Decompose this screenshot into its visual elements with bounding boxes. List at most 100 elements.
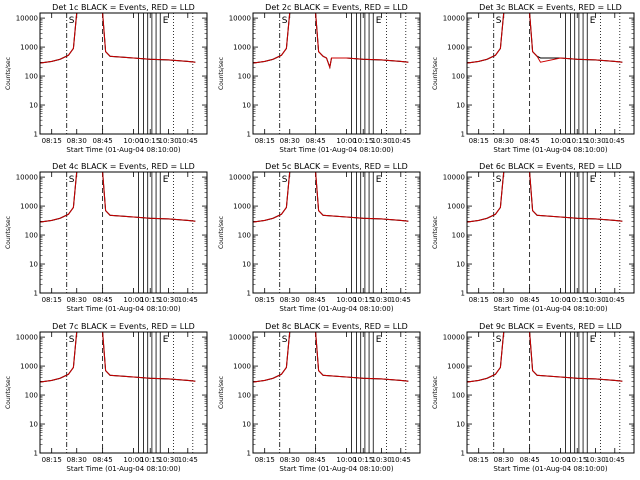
panel-title: Det 1c BLACK = Events, RED = LLD (52, 3, 195, 12)
y-tick-label: 10000 (16, 15, 38, 23)
plot-frame (39, 12, 208, 135)
y-tick-label: 10 (242, 421, 251, 429)
x-tick-label: 08:15 (255, 137, 275, 145)
x-tick-label: 10:00 (336, 137, 356, 145)
x-tick-label: 08:45 (306, 456, 326, 464)
y-tick-label: 10 (456, 261, 465, 269)
start-marker-label: S (496, 335, 502, 345)
events-line (466, 171, 623, 223)
y-axis-label: Counts/sec (432, 216, 439, 249)
y-tick-label: 1 (34, 131, 38, 139)
panel-title: Det 6c BLACK = Events, RED = LLD (479, 162, 622, 171)
x-tick-label: 10:15 (353, 296, 373, 304)
start-marker-label: S (282, 175, 288, 185)
start-marker-label: S (69, 175, 75, 185)
detector-panel-9: Det 9c BLACK = Events, RED = LLD Counts/s… (432, 322, 635, 473)
y-tick-label: 1 (247, 290, 251, 298)
x-tick-label: 10:00 (336, 296, 356, 304)
events-line (39, 12, 196, 64)
y-tick-label: 10000 (229, 334, 251, 342)
detector-panel-1: Det 1c BLACK = Events, RED = LLD Counts/s… (5, 3, 208, 154)
x-axis-label: Start Time (01-Aug-04 08:10:00) (493, 305, 607, 313)
panel-title: Det 8c BLACK = Events, RED = LLD (265, 322, 408, 331)
y-tick-label: 10 (456, 102, 465, 110)
end-marker-label: E (163, 335, 169, 345)
y-axis-label: Counts/sec (432, 376, 439, 409)
end-marker-label: E (376, 335, 382, 345)
x-tick-label: 10:00 (123, 137, 143, 145)
y-tick-label: 1000 (447, 203, 465, 211)
x-tick-label: 10:30 (158, 296, 178, 304)
x-tick-label: 10:45 (178, 137, 198, 145)
y-tick-label: 10000 (443, 174, 465, 182)
y-tick-label: 1000 (233, 363, 251, 371)
x-tick-label: 08:15 (42, 456, 62, 464)
x-tick-label: 08:30 (67, 296, 87, 304)
x-tick-label: 08:15 (469, 137, 489, 145)
x-tick-label: 10:15 (140, 137, 160, 145)
start-marker-label: S (282, 16, 288, 26)
x-tick-label: 08:15 (469, 296, 489, 304)
end-marker-label: E (590, 175, 596, 185)
y-tick-label: 10 (29, 261, 38, 269)
x-tick-label: 08:30 (280, 137, 300, 145)
y-tick-label: 10000 (443, 334, 465, 342)
start-marker-label: S (496, 16, 502, 26)
x-tick-label: 10:45 (178, 296, 198, 304)
x-tick-label: 08:30 (280, 296, 300, 304)
x-axis-label: Start Time (01-Aug-04 08:10:00) (279, 465, 393, 473)
y-tick-label: 10 (242, 261, 251, 269)
x-tick-label: 10:45 (391, 296, 411, 304)
x-axis-label: Start Time (01-Aug-04 08:10:00) (493, 465, 607, 473)
y-tick-label: 1 (247, 131, 251, 139)
y-tick-label: 100 (25, 73, 38, 81)
y-tick-label: 1000 (447, 363, 465, 371)
lld-line (39, 331, 196, 383)
y-tick-label: 1 (461, 290, 465, 298)
y-tick-label: 100 (25, 232, 38, 240)
x-tick-label: 08:30 (494, 456, 514, 464)
y-tick-label: 10000 (16, 174, 38, 182)
x-tick-label: 10:30 (371, 137, 391, 145)
end-marker-label: E (376, 175, 382, 185)
start-marker-label: S (282, 335, 288, 345)
x-tick-label: 08:30 (67, 137, 87, 145)
plot-frame (466, 12, 635, 135)
x-tick-label: 10:15 (353, 137, 373, 145)
y-tick-label: 100 (238, 232, 251, 240)
lld-line (252, 12, 409, 70)
x-tick-label: 10:15 (140, 296, 160, 304)
y-tick-label: 10000 (229, 15, 251, 23)
x-tick-label: 10:15 (567, 137, 587, 145)
x-tick-label: 08:30 (67, 456, 87, 464)
y-axis-label: Counts/sec (432, 57, 439, 90)
y-tick-label: 10 (29, 421, 38, 429)
x-tick-label: 10:30 (371, 296, 391, 304)
plot-frame (466, 171, 635, 294)
detector-panel-4: Det 4c BLACK = Events, RED = LLD Counts/s… (5, 162, 208, 313)
x-tick-label: 10:15 (353, 456, 373, 464)
y-axis-label: Counts/sec (218, 57, 225, 90)
y-axis-label: Counts/sec (5, 57, 12, 90)
events-line (252, 331, 409, 383)
x-tick-label: 08:15 (255, 296, 275, 304)
end-marker-label: E (590, 335, 596, 345)
panel-title: Det 4c BLACK = Events, RED = LLD (52, 162, 195, 171)
panel-title: Det 5c BLACK = Events, RED = LLD (265, 162, 408, 171)
y-tick-label: 1 (461, 131, 465, 139)
x-tick-label: 08:15 (255, 456, 275, 464)
x-tick-label: 08:45 (520, 137, 540, 145)
x-tick-label: 10:45 (391, 456, 411, 464)
lld-line (466, 171, 623, 223)
y-tick-label: 100 (25, 392, 38, 400)
lld-line (39, 12, 196, 64)
x-tick-label: 10:30 (158, 456, 178, 464)
x-tick-label: 10:30 (371, 456, 391, 464)
end-marker-label: E (163, 16, 169, 26)
start-marker-label: S (69, 335, 75, 345)
end-marker-label: E (163, 175, 169, 185)
x-tick-label: 08:45 (520, 296, 540, 304)
detector-panel-6: Det 6c BLACK = Events, RED = LLD Counts/s… (432, 162, 635, 313)
events-line (252, 171, 409, 223)
